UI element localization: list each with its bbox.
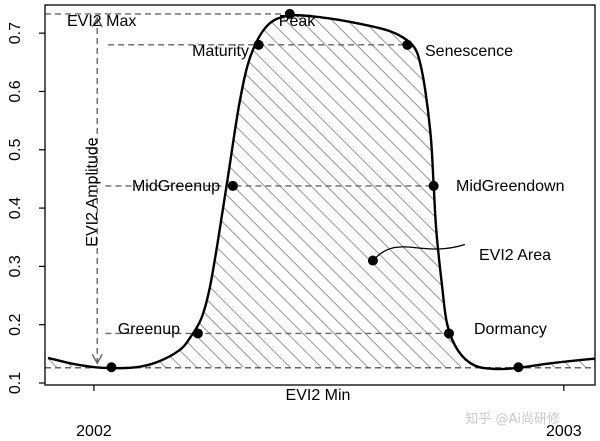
evi2-max-label: EVI2 Max bbox=[67, 13, 136, 30]
label-midgreendown: MidGreendown bbox=[456, 178, 565, 195]
phenology-points bbox=[106, 8, 524, 373]
label-senescence: Senescence bbox=[425, 43, 513, 60]
y-tick-label: 0.6 bbox=[7, 80, 24, 102]
y-axis: 0.1 0.2 0.3 0.4 0.5 0.6 0.7 bbox=[7, 22, 45, 394]
y-tick-label: 0.7 bbox=[7, 22, 24, 44]
evi2-area-leader bbox=[372, 243, 466, 261]
label-greenup: Greenup bbox=[118, 321, 180, 338]
label-peak: Peak bbox=[279, 13, 316, 30]
label-midgreenup: MidGreenup bbox=[132, 178, 220, 195]
point-min-start bbox=[106, 362, 117, 373]
y-tick-label: 0.2 bbox=[7, 313, 24, 335]
evi2-amplitude-label: EVI2 Amplitude bbox=[84, 137, 101, 247]
evi2-area-hatch bbox=[48, 15, 595, 370]
y-tick-label: 0.1 bbox=[7, 372, 24, 394]
y-tick-label: 0.3 bbox=[7, 255, 24, 277]
watermark: 知乎 @Ai尚研修 bbox=[465, 412, 560, 427]
point-midgreendown bbox=[428, 180, 439, 191]
amplitude-arrowhead-bottom bbox=[91, 353, 103, 365]
evi2-min-label: EVI2 Min bbox=[286, 387, 351, 404]
evi2-curve bbox=[47, 13, 595, 371]
point-midgreenup bbox=[227, 180, 238, 191]
amplitude-arrowhead-top bbox=[91, 16, 103, 28]
label-maturity: Maturity bbox=[192, 43, 249, 60]
point-dormancy bbox=[443, 328, 454, 339]
label-dormancy: Dormancy bbox=[474, 321, 547, 338]
point-min-end bbox=[513, 362, 524, 373]
level-lines bbox=[105, 44, 449, 335]
x-tick-label: 2002 bbox=[76, 423, 112, 440]
point-maturity bbox=[253, 39, 264, 50]
point-peak bbox=[284, 8, 295, 19]
x-tick-label: 2003 bbox=[546, 423, 582, 440]
amplitude-arrow bbox=[91, 16, 103, 365]
y-tick-label: 0.5 bbox=[7, 139, 24, 161]
y-tick-label: 0.4 bbox=[7, 197, 24, 219]
point-senescence bbox=[402, 39, 413, 50]
point-greenup bbox=[192, 328, 203, 339]
annotation-labels: EVI2 Max EVI2 Min EVI2 Amplitude Peak Maturi… bbox=[67, 13, 565, 404]
plot-frame bbox=[44, 4, 596, 386]
evi2-area-point bbox=[367, 255, 378, 266]
x-axis: 2002 2003 bbox=[76, 385, 582, 440]
evi2-area-label: EVI2 Area bbox=[479, 247, 551, 264]
